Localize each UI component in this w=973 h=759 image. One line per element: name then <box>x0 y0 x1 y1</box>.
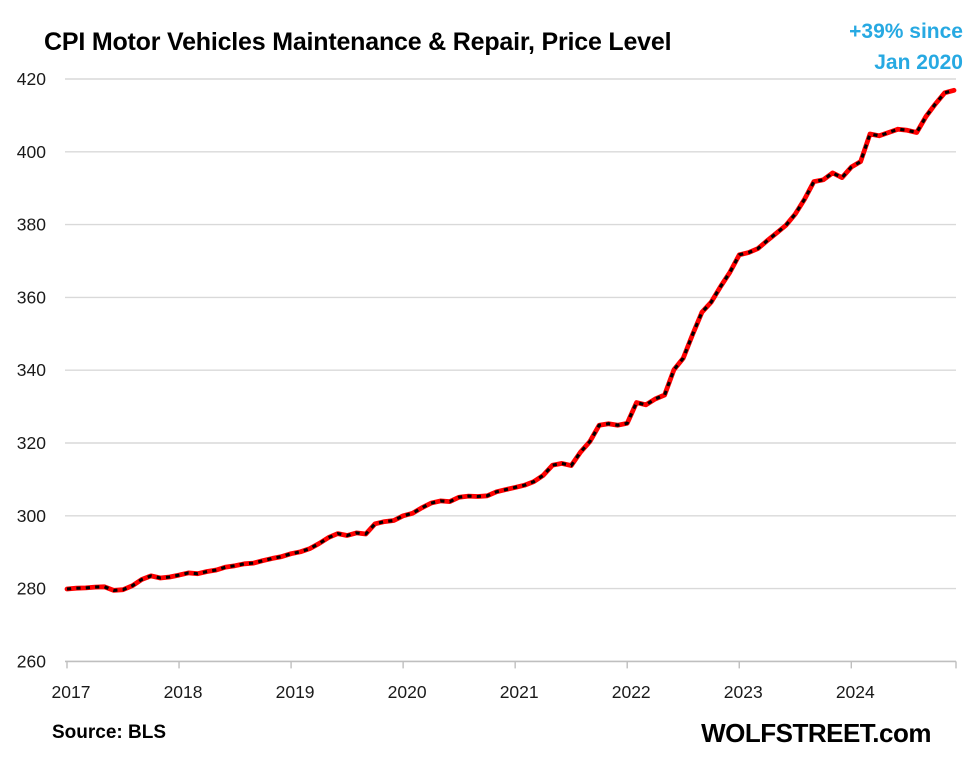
y-axis-label: 320 <box>17 433 46 453</box>
x-axis-label: 2024 <box>836 682 875 702</box>
y-axis-label: 380 <box>17 215 46 235</box>
x-axis-label: 2021 <box>500 682 539 702</box>
y-axis-label: 300 <box>17 506 46 526</box>
y-axis-label: 360 <box>17 287 46 307</box>
brand-label: WOLFSTREET.com <box>701 718 931 748</box>
y-axis-label: 260 <box>17 651 46 671</box>
x-axis-label: 2020 <box>388 682 427 702</box>
price-level-line-dash-overlay <box>66 88 955 592</box>
source-label: Source: BLS <box>52 722 167 743</box>
y-axis-label: 340 <box>17 360 46 380</box>
x-axis-label: 2022 <box>612 682 651 702</box>
y-axis-label: 280 <box>17 579 46 599</box>
pct-change-annotation-line1: +39% since <box>849 20 963 43</box>
x-axis-label: 2017 <box>52 682 91 702</box>
pct-change-annotation: +39% since Jan 2020 <box>849 16 963 78</box>
x-axis-label: 2023 <box>724 682 763 702</box>
x-axis-label: 2019 <box>276 682 315 702</box>
y-axis-label: 400 <box>17 142 46 162</box>
x-axis-label: 2018 <box>164 682 203 702</box>
chart-title: CPI Motor Vehicles Maintenance & Repair,… <box>44 28 672 56</box>
pct-change-annotation-line2: Jan 2020 <box>874 51 963 74</box>
y-axis-label: 420 <box>17 69 46 89</box>
